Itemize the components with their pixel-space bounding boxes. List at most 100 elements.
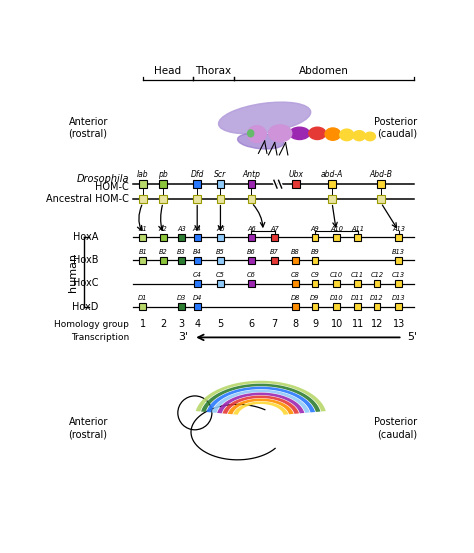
Ellipse shape [365,132,375,140]
Bar [194,257,201,264]
Text: B1: B1 [138,249,147,255]
Text: C5: C5 [216,272,225,278]
Ellipse shape [237,133,284,149]
Bar [374,280,381,287]
Text: D8: D8 [291,295,301,301]
Polygon shape [228,399,294,414]
Text: B5: B5 [216,249,225,255]
Bar [292,257,299,264]
Bar [248,234,255,241]
Polygon shape [196,380,326,411]
Text: B4: B4 [193,249,201,255]
Text: 13: 13 [392,319,405,329]
Bar [159,195,167,202]
Text: A4: A4 [193,226,201,232]
Text: lab: lab [137,170,149,179]
Text: A2: A2 [159,226,167,232]
Bar [374,303,381,310]
Bar [178,257,185,264]
Text: D13: D13 [392,295,406,301]
Text: 3: 3 [179,319,185,329]
Text: A7: A7 [270,226,279,232]
Bar [271,234,278,241]
Text: Abdomen: Abdomen [299,66,349,76]
Bar [377,180,385,188]
Polygon shape [201,384,320,412]
Bar [139,303,146,310]
Bar [395,234,402,241]
Bar [395,257,402,264]
Text: HOM-C: HOM-C [95,182,129,192]
Bar [193,195,201,202]
Text: C6: C6 [247,272,256,278]
Bar [292,180,300,188]
Bar [333,280,340,287]
Text: D9: D9 [310,295,319,301]
Polygon shape [212,390,310,413]
Bar [193,180,201,188]
Ellipse shape [219,102,311,134]
Text: Dfd: Dfd [191,170,204,179]
Text: HoxA: HoxA [73,232,98,242]
Text: A13: A13 [392,226,405,232]
Bar [217,280,224,287]
Bar [160,234,166,241]
Text: 5: 5 [217,319,224,329]
Bar [311,234,319,241]
Bar [248,280,255,287]
Text: A9: A9 [310,226,319,232]
Bar [395,280,402,287]
Text: 6: 6 [248,319,255,329]
Bar [311,303,319,310]
Bar [194,280,201,287]
Text: HoxC: HoxC [73,279,98,289]
Text: 12: 12 [371,319,383,329]
Polygon shape [206,387,315,413]
Bar [217,257,224,264]
Text: D1: D1 [138,295,147,301]
Bar [328,180,336,188]
Text: pb: pb [158,170,168,179]
Text: 9: 9 [312,319,318,329]
Text: B7: B7 [270,249,279,255]
Text: C12: C12 [371,272,383,278]
Text: Abd-B: Abd-B [369,170,392,179]
Bar [194,303,201,310]
Bar [292,303,299,310]
Ellipse shape [340,129,354,140]
Text: 3': 3' [179,332,189,342]
Bar [159,180,167,188]
Text: Homology group: Homology group [54,320,129,329]
Text: A1: A1 [138,226,147,232]
Ellipse shape [353,131,365,140]
Bar [248,257,255,264]
Text: C11: C11 [351,272,364,278]
Text: B2: B2 [159,249,167,255]
Bar [311,280,319,287]
Bar [139,234,146,241]
Bar [139,180,147,188]
Text: A3: A3 [177,226,186,232]
Bar [217,234,224,241]
Text: 5': 5' [407,332,417,342]
Text: A11: A11 [351,226,364,232]
Bar [333,303,340,310]
Text: Posterior
(caudal): Posterior (caudal) [374,418,417,439]
Text: HoxB: HoxB [73,255,98,265]
Text: Anterior
(rostral): Anterior (rostral) [69,418,108,439]
Bar [271,257,278,264]
Bar [139,257,146,264]
Text: D3: D3 [177,295,186,301]
Text: Head: Head [154,66,182,76]
Ellipse shape [309,127,326,139]
Text: Posterior
(caudal): Posterior (caudal) [374,117,417,139]
Bar [178,303,185,310]
Bar [328,195,336,202]
Bar [333,234,340,241]
Ellipse shape [268,125,292,142]
Text: D10: D10 [330,295,344,301]
Text: C4: C4 [193,272,201,278]
Text: 2: 2 [160,319,166,329]
Ellipse shape [290,127,310,139]
Bar [178,234,185,241]
